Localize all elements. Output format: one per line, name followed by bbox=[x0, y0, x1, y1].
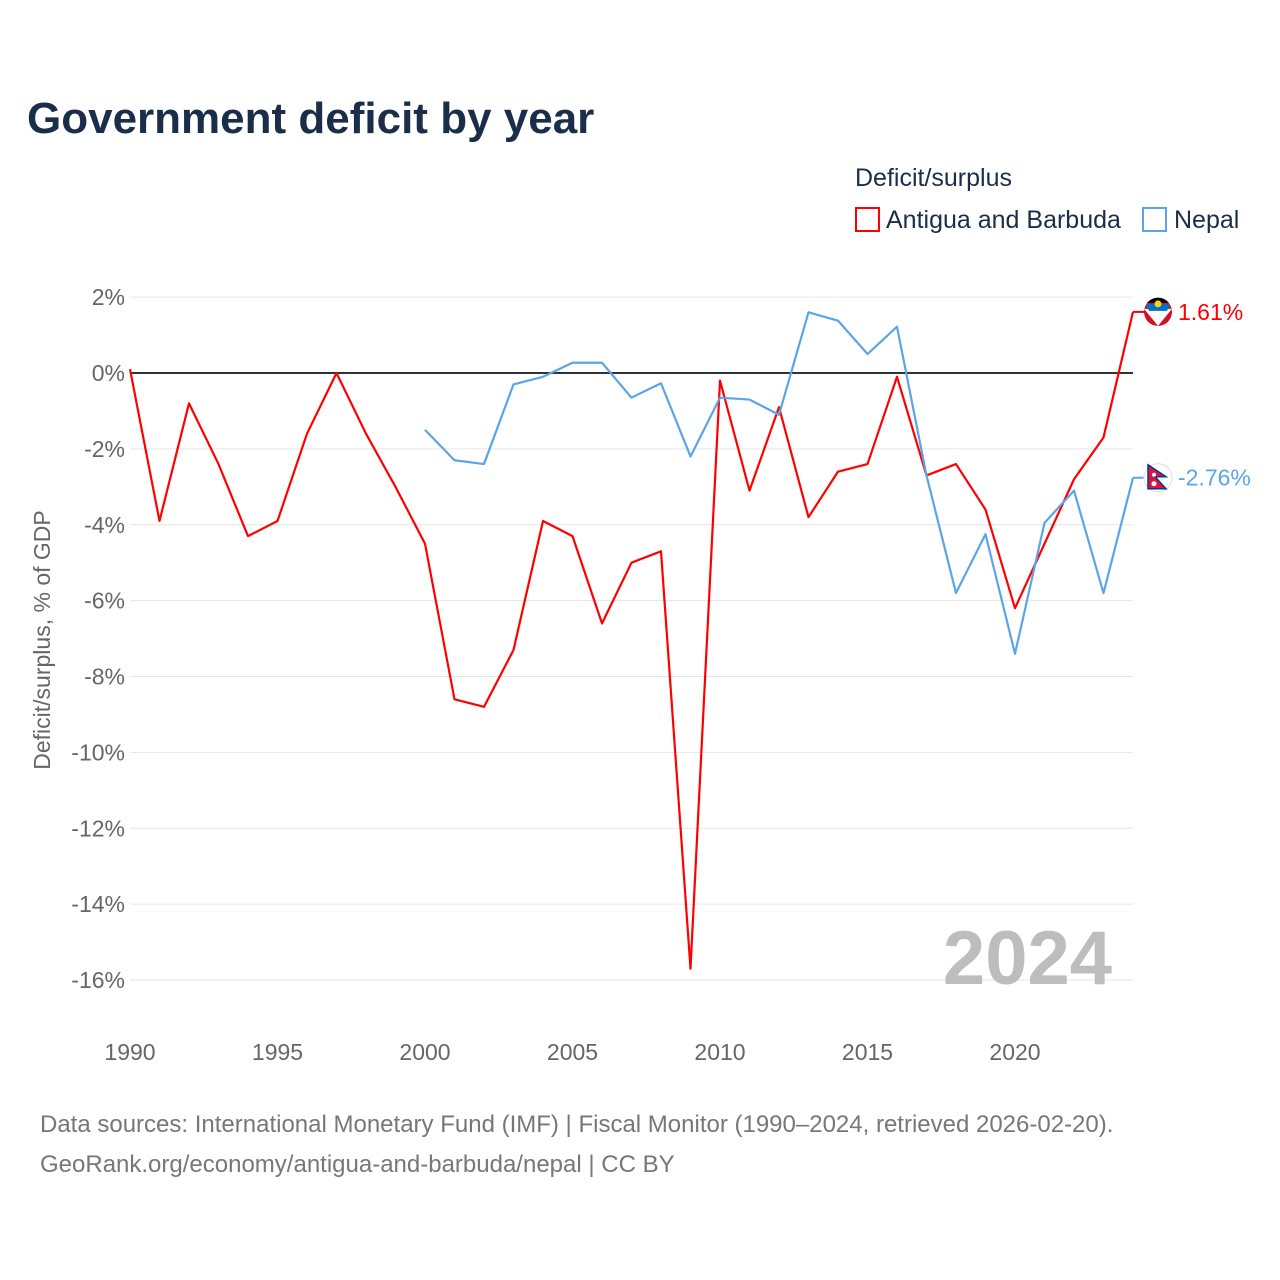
legend-swatch bbox=[855, 207, 880, 232]
chart-title: Government deficit by year bbox=[27, 94, 594, 143]
y-tick-label: -10% bbox=[71, 739, 125, 765]
grid bbox=[130, 296, 1133, 981]
y-tick-label: -8% bbox=[84, 664, 125, 690]
y-tick-label: -4% bbox=[84, 512, 125, 538]
series-line-nepal[interactable] bbox=[424, 311, 1135, 655]
series-line-antigua[interactable] bbox=[128, 311, 1135, 970]
nepal-flag-icon bbox=[1143, 463, 1173, 493]
source-line-2[interactable]: GeoRank.org/economy/antigua-and-barbuda/… bbox=[40, 1151, 675, 1178]
legend-swatch bbox=[1142, 207, 1167, 232]
y-tick-label: -6% bbox=[84, 588, 125, 614]
x-tick-label: 2020 bbox=[989, 1039, 1040, 1065]
series-lines bbox=[128, 311, 1135, 970]
antigua-and-barbuda-flag-icon bbox=[1144, 297, 1172, 326]
x-axis-ticks: 1990 1995 2000 2005 2010 2015 2020 bbox=[104, 1039, 1040, 1065]
legend-item-antigua[interactable]: Antigua and Barbuda bbox=[855, 206, 1121, 234]
y-tick-label: 2% bbox=[92, 284, 125, 310]
end-labels: 1.61% -2.76% bbox=[1133, 297, 1251, 493]
x-tick-label: 1995 bbox=[252, 1039, 303, 1065]
x-tick-label: 2000 bbox=[399, 1039, 450, 1065]
x-tick-label: 2010 bbox=[694, 1039, 745, 1065]
legend-label: Nepal bbox=[1174, 206, 1239, 234]
source-line-1: Data sources: International Monetary Fun… bbox=[40, 1111, 1113, 1138]
end-value-label: 1.61% bbox=[1178, 299, 1243, 325]
y-tick-label: 0% bbox=[92, 360, 125, 386]
legend-label: Antigua and Barbuda bbox=[886, 206, 1121, 234]
x-tick-label: 2005 bbox=[547, 1039, 598, 1065]
x-tick-label: 1990 bbox=[104, 1039, 155, 1065]
legend-item-nepal[interactable]: Nepal bbox=[1142, 206, 1239, 234]
end-value-label: -2.76% bbox=[1178, 465, 1251, 491]
y-tick-label: -14% bbox=[71, 891, 125, 917]
x-tick-label: 2015 bbox=[842, 1039, 893, 1065]
y-axis-label: Deficit/surplus, % of GDP bbox=[29, 510, 55, 769]
y-tick-label: -2% bbox=[84, 436, 125, 462]
year-watermark: 2024 bbox=[943, 916, 1112, 1001]
y-axis-ticks: 2% 0% -2% -4% -6% -8% -10% -12% -14% -16% bbox=[71, 284, 125, 993]
y-tick-label: -16% bbox=[71, 967, 125, 993]
legend-title: Deficit/surplus bbox=[855, 164, 1012, 192]
y-tick-label: -12% bbox=[71, 815, 125, 841]
